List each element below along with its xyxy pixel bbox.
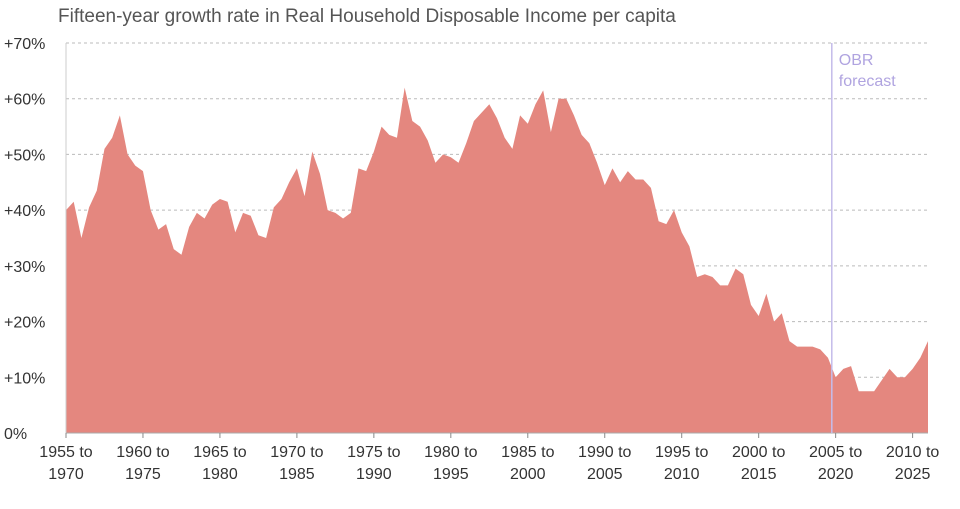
x-tick-label: 2010 to 2025 xyxy=(886,444,939,483)
x-tick-label: 1965 to 1980 xyxy=(193,444,246,483)
x-tick-label-line: 1995 xyxy=(433,466,469,483)
x-tick-label-line: 1995 to xyxy=(655,444,708,461)
y-tick-label: +70% xyxy=(4,36,45,53)
x-tick-label: 1970 to 1985 xyxy=(270,444,323,483)
y-tick-label: +20% xyxy=(4,315,45,332)
x-tick-label-line: 1960 to xyxy=(116,444,169,461)
x-tick-label-line: 1970 to xyxy=(270,444,323,461)
x-tick-label-line: 1965 to xyxy=(193,444,246,461)
x-tick-label-line: 1975 xyxy=(125,466,161,483)
x-tick-label-line: 2010 xyxy=(664,466,700,483)
y-tick-label: +60% xyxy=(4,92,45,109)
x-tick-label-line: 2000 to xyxy=(732,444,785,461)
annotation-text: forecast xyxy=(839,73,896,90)
x-tick-label-line: 1980 to xyxy=(424,444,477,461)
x-tick-label-line: 2000 xyxy=(510,466,546,483)
x-tick-label-line: 2010 to xyxy=(886,444,939,461)
x-tick-label: 1990 to 2005 xyxy=(578,444,631,483)
x-tick-label-line: 1990 xyxy=(356,466,392,483)
x-tick-label-line: 2025 xyxy=(895,466,931,483)
x-tick-label: 1960 to 1975 xyxy=(116,444,169,483)
x-tick-label-line: 2015 xyxy=(741,466,777,483)
x-tick-label: 2000 to 2015 xyxy=(732,444,785,483)
x-tick-label: 2005 to 2020 xyxy=(809,444,862,483)
x-tick-label-line: 1990 to xyxy=(578,444,631,461)
x-tick-label-line: 2005 xyxy=(587,466,623,483)
x-tick-label-line: 1955 to xyxy=(39,444,92,461)
x-tick-label: 1955 to 1970 xyxy=(39,444,92,483)
chart-title: Fifteen-year growth rate in Real Househo… xyxy=(58,6,676,27)
y-tick-label: +10% xyxy=(4,370,45,387)
x-tick-label-line: 1985 xyxy=(279,466,315,483)
y-tick-label: +30% xyxy=(4,259,45,276)
x-tick-label-line: 1985 to xyxy=(501,444,554,461)
x-tick-label-line: 1970 xyxy=(48,466,84,483)
y-tick-label: +50% xyxy=(4,147,45,164)
annotation-text: OBR xyxy=(839,52,874,69)
x-tick-label-line: 1980 xyxy=(202,466,238,483)
x-tick-label: 1995 to 2010 xyxy=(655,444,708,483)
x-tick-label: 1980 to 1995 xyxy=(424,444,477,483)
x-tick-label: 1975 to 1990 xyxy=(347,444,400,483)
x-tick-label-line: 2020 xyxy=(818,466,854,483)
x-tick-label: 1985 to 2000 xyxy=(501,444,554,483)
x-tick-label-line: 1975 to xyxy=(347,444,400,461)
area xyxy=(66,87,928,434)
x-tick-label-line: 2005 to xyxy=(809,444,862,461)
y-tick-label: +40% xyxy=(4,203,45,220)
y-tick-label: 0% xyxy=(4,426,27,443)
